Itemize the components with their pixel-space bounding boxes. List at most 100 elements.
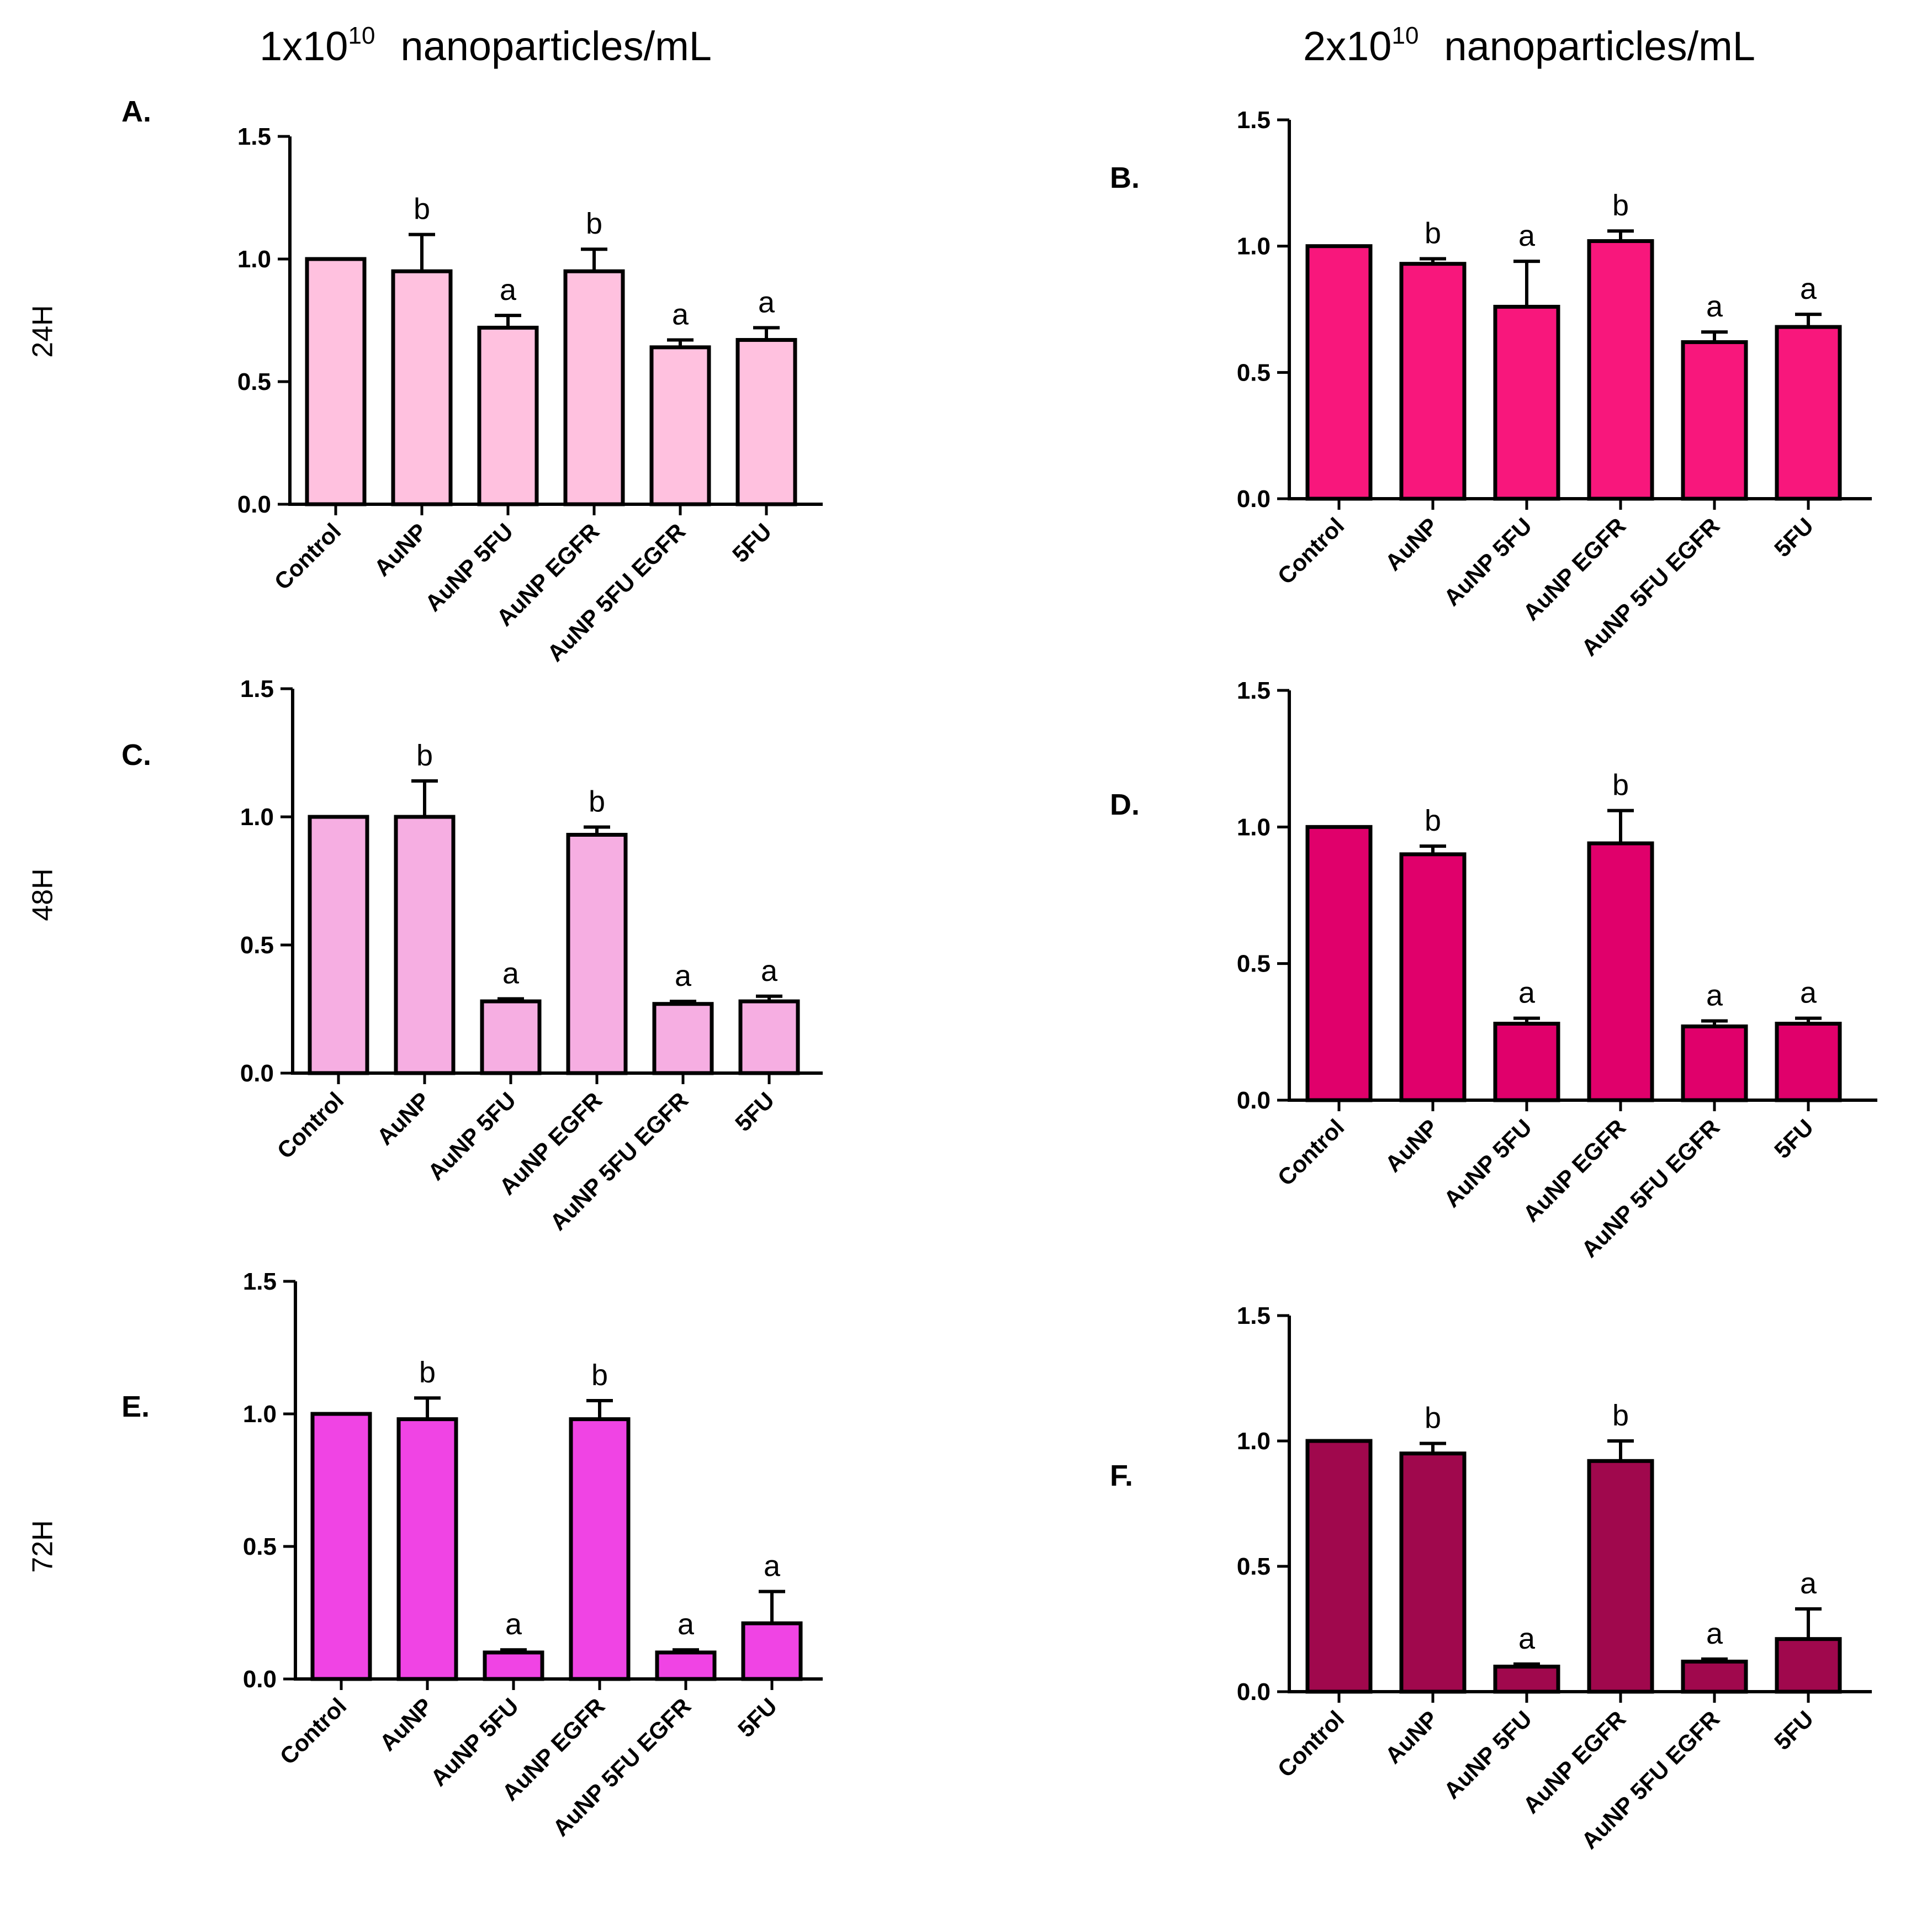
significance-label: a: [761, 954, 778, 988]
y-tick-label: 0.0: [1237, 1678, 1271, 1705]
x-category-label: AuNP 5FU: [1438, 513, 1537, 611]
y-tick-label: 1.0: [1237, 1428, 1271, 1455]
y-tick-label: 0.0: [1237, 485, 1271, 513]
y-tick-label: 1.5: [1237, 1302, 1271, 1329]
x-category-label: AuNP 5FU: [1438, 1705, 1537, 1804]
significance-label: a: [1518, 1622, 1536, 1655]
significance-label: a: [1706, 979, 1723, 1012]
bar-control: [310, 1412, 372, 1681]
bar-aunp-5fu: [1493, 1021, 1560, 1102]
row-label-48h: 48H: [27, 868, 59, 921]
significance-label: b: [416, 739, 433, 772]
significance-label: a: [500, 273, 517, 307]
significance-label: a: [677, 1608, 695, 1641]
x-category-label: 5FU: [1769, 1705, 1818, 1755]
column-header-exponent: 10: [348, 22, 375, 49]
panel-label: E.: [121, 1390, 150, 1423]
y-tick-label: 1.0: [237, 246, 271, 273]
row-label-24h: 24H: [27, 305, 59, 358]
significance-label: b: [1425, 217, 1441, 250]
panel-label: D.: [1110, 788, 1140, 821]
bar-aunp: [1399, 852, 1467, 1102]
bar-aunp: [1399, 262, 1467, 501]
row-label-72h: 72H: [27, 1520, 59, 1573]
x-category-label: Control: [275, 1693, 352, 1770]
y-tick-label: 0.5: [1237, 1553, 1271, 1580]
significance-label: a: [1706, 290, 1723, 323]
bar-aunp-egfr: [1587, 1459, 1654, 1694]
x-category-label: AuNP: [1380, 513, 1443, 575]
bar-5fu: [1775, 1021, 1842, 1102]
significance-label: a: [672, 298, 689, 331]
bar-aunp-egfr: [569, 1417, 631, 1681]
bar-aunp-egfr: [1587, 239, 1654, 501]
panel-label: A.: [121, 95, 151, 128]
x-category-label: 5FU: [1769, 513, 1818, 562]
bar-aunp-5fu: [1493, 1665, 1560, 1694]
x-category-label: Control: [1273, 513, 1349, 589]
column-header-base: 2x10: [1303, 23, 1392, 69]
significance-label: a: [1518, 219, 1536, 252]
bar-control: [1305, 244, 1373, 501]
column-header-right: 2x1010 nanoparticles/mL: [1303, 22, 1755, 70]
y-tick-label: 1.5: [240, 675, 274, 703]
significance-label: a: [1800, 272, 1817, 305]
x-category-label: Control: [1273, 1114, 1349, 1191]
significance-label: b: [419, 1356, 436, 1389]
x-category-label: 5FU: [730, 1087, 779, 1136]
bar-5fu: [1775, 1637, 1842, 1694]
bar-aunp-5fu-egfr: [1681, 1024, 1748, 1102]
column-header-unit: nanoparticles/mL: [1444, 23, 1755, 69]
y-tick-label: 1.5: [1237, 107, 1271, 134]
bar-aunp-5fu: [480, 999, 542, 1075]
bar-aunp-egfr: [1587, 841, 1654, 1102]
bar-control: [305, 257, 367, 506]
bar-5fu: [1775, 325, 1842, 501]
y-tick-label: 0.0: [240, 1060, 274, 1087]
bar-aunp: [396, 1417, 458, 1681]
x-category-label: AuNP: [372, 1087, 435, 1150]
y-tick-label: 0.0: [237, 491, 271, 518]
y-tick-label: 0.5: [237, 368, 271, 395]
bar-aunp-5fu-egfr: [655, 1650, 717, 1681]
significance-label: b: [586, 207, 602, 240]
significance-label: a: [1800, 976, 1817, 1010]
x-category-label: AuNP: [369, 518, 432, 581]
significance-label: a: [1800, 1567, 1817, 1600]
y-tick-label: 1.0: [1237, 814, 1271, 841]
significance-label: b: [1612, 189, 1629, 222]
x-category-label: AuNP: [1380, 1705, 1443, 1768]
column-header-left: 1x1010 nanoparticles/mL: [260, 22, 712, 70]
significance-label: a: [1518, 976, 1536, 1010]
bar-aunp-5fu: [1493, 304, 1560, 501]
column-header-unit: nanoparticles/mL: [400, 23, 712, 69]
x-category-label: Control: [1273, 1705, 1349, 1782]
bar-aunp-5fu-egfr: [649, 345, 711, 506]
bar-aunp-5fu: [483, 1650, 544, 1681]
y-tick-label: 1.5: [237, 123, 271, 150]
y-tick-label: 0.5: [1237, 951, 1271, 978]
panel-label: B.: [1110, 161, 1140, 194]
x-category-label: 5FU: [727, 518, 776, 567]
y-tick-label: 0.0: [1237, 1087, 1271, 1114]
bar-aunp: [391, 269, 453, 506]
bar-control: [1305, 825, 1373, 1102]
bar-aunp-5fu-egfr: [1681, 340, 1748, 501]
y-tick-label: 0.5: [240, 932, 274, 959]
bar-control: [308, 815, 369, 1075]
bar-aunp-5fu: [477, 325, 539, 506]
bar-5fu: [738, 999, 800, 1075]
y-tick-label: 1.0: [243, 1401, 277, 1428]
y-tick-label: 1.0: [1237, 233, 1271, 260]
significance-label: a: [505, 1608, 522, 1641]
x-category-label: Control: [269, 518, 346, 595]
bar-5fu: [741, 1621, 803, 1681]
x-category-label: 5FU: [733, 1693, 782, 1742]
y-tick-label: 1.0: [240, 804, 274, 831]
y-tick-label: 0.5: [243, 1533, 277, 1560]
